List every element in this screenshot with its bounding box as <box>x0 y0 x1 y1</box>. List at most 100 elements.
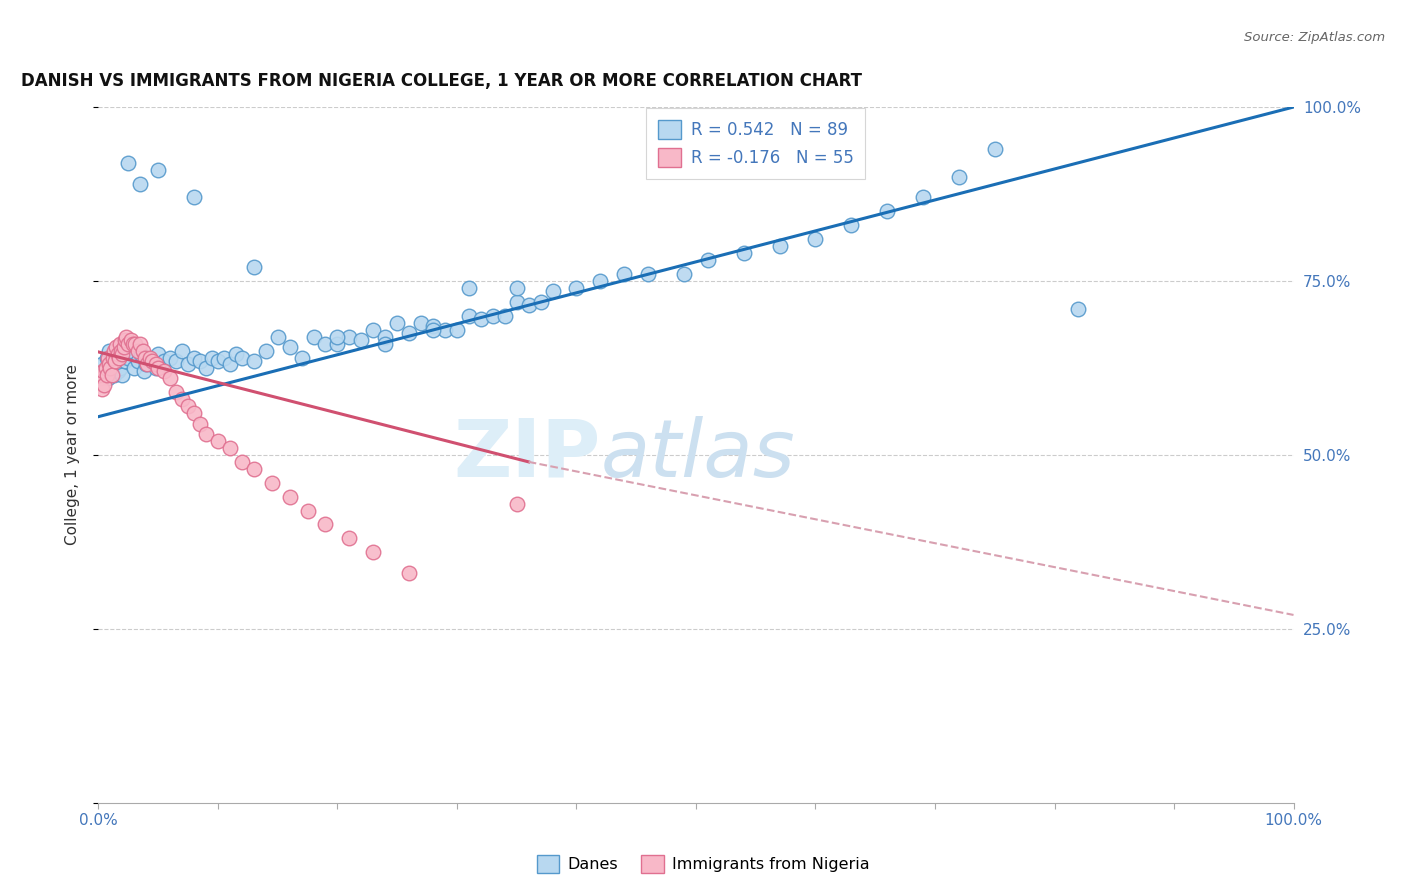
Point <box>339 329 361 343</box>
Point <box>984 142 1007 156</box>
Point <box>254 343 277 358</box>
Point <box>398 566 420 581</box>
Point <box>91 358 114 372</box>
Point <box>541 285 564 299</box>
Point <box>188 417 211 431</box>
Point <box>267 329 290 343</box>
Point <box>363 323 385 337</box>
Point <box>91 382 114 396</box>
Point <box>297 503 319 517</box>
Text: DANISH VS IMMIGRANTS FROM NIGERIA COLLEGE, 1 YEAR OR MORE CORRELATION CHART: DANISH VS IMMIGRANTS FROM NIGERIA COLLEG… <box>21 72 862 90</box>
Point <box>374 336 396 351</box>
Point <box>697 253 720 268</box>
Point <box>124 336 146 351</box>
Point <box>243 260 266 274</box>
Point <box>111 368 134 382</box>
Point <box>105 340 128 354</box>
Point <box>110 343 132 358</box>
Point <box>134 351 156 365</box>
Point <box>136 358 159 372</box>
Point <box>637 267 659 281</box>
Point <box>1067 301 1090 316</box>
Point <box>127 343 149 358</box>
Point <box>326 336 349 351</box>
Point <box>195 427 218 442</box>
Point <box>231 351 253 365</box>
Point <box>446 323 468 337</box>
Point <box>145 360 167 375</box>
Point <box>385 316 409 330</box>
Point <box>278 490 301 504</box>
Point <box>219 441 242 455</box>
Point <box>101 351 124 365</box>
Point <box>530 294 553 309</box>
Point <box>172 343 194 358</box>
Point <box>98 360 122 375</box>
Point <box>145 358 167 372</box>
Point <box>363 545 385 559</box>
Point <box>212 351 235 365</box>
Point <box>97 371 120 385</box>
Point <box>112 340 135 354</box>
Point <box>98 360 122 375</box>
Point <box>315 517 337 532</box>
Point <box>90 371 112 385</box>
Point <box>103 343 125 358</box>
Point <box>148 162 170 177</box>
Point <box>96 368 118 382</box>
Point <box>165 354 187 368</box>
Point <box>91 364 114 378</box>
Point <box>243 462 266 476</box>
Point <box>117 155 139 169</box>
Point <box>225 347 247 361</box>
Point <box>374 329 396 343</box>
Point <box>278 340 301 354</box>
Point <box>93 364 115 378</box>
Point <box>129 336 152 351</box>
Point <box>948 169 970 184</box>
Point <box>613 267 636 281</box>
Point <box>172 392 194 407</box>
Point <box>260 475 283 490</box>
Point <box>131 343 153 358</box>
Point <box>326 329 349 343</box>
Point <box>219 358 242 372</box>
Point <box>141 354 163 368</box>
Point <box>350 333 373 347</box>
Point <box>103 368 125 382</box>
Point <box>108 360 131 375</box>
Point <box>129 177 152 191</box>
Point <box>458 309 481 323</box>
Point <box>159 371 181 385</box>
Text: atlas: atlas <box>600 416 796 494</box>
Point <box>101 354 124 368</box>
Point <box>177 358 200 372</box>
Y-axis label: College, 1 year or more: College, 1 year or more <box>65 365 80 545</box>
Legend: R = 0.542   N = 89, R = -0.176   N = 55: R = 0.542 N = 89, R = -0.176 N = 55 <box>645 109 866 178</box>
Point <box>108 336 131 351</box>
Point <box>177 399 200 413</box>
Point <box>207 354 229 368</box>
Point <box>434 323 457 337</box>
Point <box>422 323 444 337</box>
Point <box>231 455 253 469</box>
Point <box>183 190 205 204</box>
Point <box>94 360 117 375</box>
Point <box>207 434 229 448</box>
Point <box>127 354 149 368</box>
Point <box>517 298 540 312</box>
Point <box>565 281 588 295</box>
Point <box>422 319 444 334</box>
Point <box>911 190 934 204</box>
Point <box>124 360 146 375</box>
Legend: Danes, Immigrants from Nigeria: Danes, Immigrants from Nigeria <box>530 848 876 880</box>
Point <box>673 267 696 281</box>
Point <box>188 354 211 368</box>
Point <box>131 347 153 361</box>
Point <box>494 309 516 323</box>
Point <box>243 354 266 368</box>
Point <box>107 364 129 378</box>
Point <box>100 368 122 382</box>
Point <box>121 343 143 358</box>
Point <box>183 351 205 365</box>
